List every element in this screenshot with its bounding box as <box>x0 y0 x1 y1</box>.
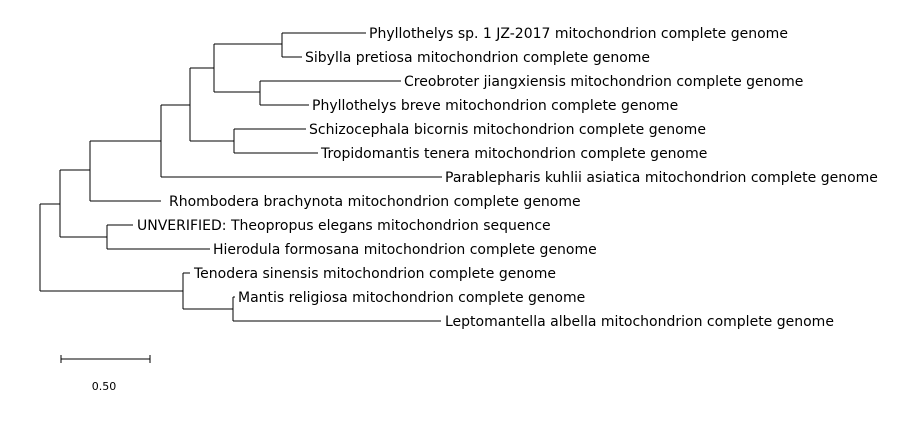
taxon-label-tenodera-sinensis: Tenodera sinensis mitochondrion complete… <box>193 266 556 282</box>
taxon-label-schizocephala-bicornis: Schizocephala bicornis mitochondrion com… <box>309 122 706 138</box>
taxon-label-phyllothelys-breve: Phyllothelys breve mitochondrion complet… <box>312 98 678 114</box>
tree-branches <box>39 32 442 322</box>
taxon-label-rhombodera-brachynota: Rhombodera brachynota mitochondrion comp… <box>169 194 581 210</box>
taxon-label-phyllothelys-sp: Phyllothelys sp. 1 JZ-2017 mitochondrion… <box>369 26 788 42</box>
scale-bar: 0.50 <box>60 355 151 393</box>
taxon-label-tropidomantis-tenera: Tropidomantis tenera mitochondrion compl… <box>320 146 707 162</box>
taxon-label-creobroter-jiangxiensis: Creobroter jiangxiensis mitochondrion co… <box>404 74 803 90</box>
taxon-label-hierodula-formosana: Hierodula formosana mitochondrion comple… <box>213 242 597 258</box>
taxon-labels: Phyllothelys sp. 1 JZ-2017 mitochondrion… <box>137 26 878 330</box>
taxon-label-leptomantella-albella: Leptomantella albella mitochondrion comp… <box>445 314 834 330</box>
taxon-label-mantis-religiosa: Mantis religiosa mitochondrion complete … <box>238 290 585 306</box>
taxon-label-theopropus-elegans: UNVERIFIED: Theopropus elegans mitochond… <box>137 218 551 234</box>
scale-bar-label: 0.50 <box>92 380 117 393</box>
taxon-label-sibylla-pretiosa: Sibylla pretiosa mitochondrion complete … <box>305 50 650 66</box>
taxon-label-parablepharis-kuhlii: Parablepharis kuhlii asiatica mitochondr… <box>445 170 878 186</box>
